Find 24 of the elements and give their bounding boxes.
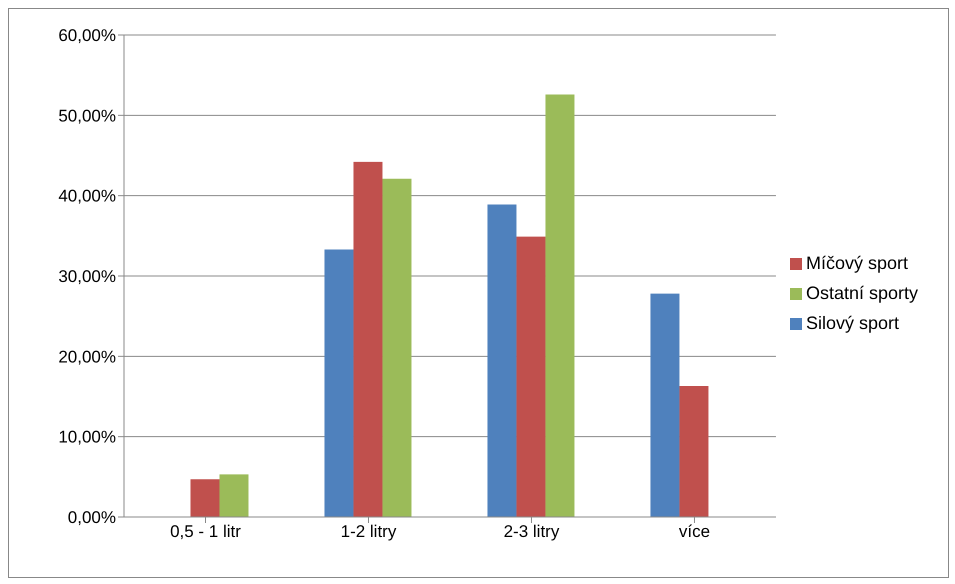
y-tick-label: 60,00% (58, 26, 116, 46)
y-tick-label: 10,00% (58, 428, 116, 447)
y-tick-label: 20,00% (58, 347, 116, 366)
bar (382, 178, 412, 517)
x-tick-label: 2-3 litry (504, 522, 560, 542)
bar (516, 236, 546, 517)
bar (487, 204, 516, 517)
bar (679, 386, 708, 517)
legend-label: Míčový sport (806, 253, 908, 273)
bar (219, 474, 248, 517)
x-tick-label: 1-2 litry (340, 522, 397, 542)
legend-label: Ostatní sporty (806, 283, 918, 303)
x-tick-label: 0,5 - 1 litr (170, 522, 242, 542)
legend-label: Silový sport (806, 313, 899, 333)
bar (545, 94, 574, 517)
bar (190, 479, 220, 517)
bar (353, 162, 382, 517)
y-tick-label: 50,00% (58, 106, 116, 126)
y-tick-label: 30,00% (58, 267, 116, 286)
bar (324, 249, 354, 517)
y-tick-label: 40,00% (58, 186, 116, 206)
y-tick-label: 0,00% (68, 508, 116, 528)
x-tick-label: více (678, 522, 710, 542)
bar (650, 294, 680, 517)
